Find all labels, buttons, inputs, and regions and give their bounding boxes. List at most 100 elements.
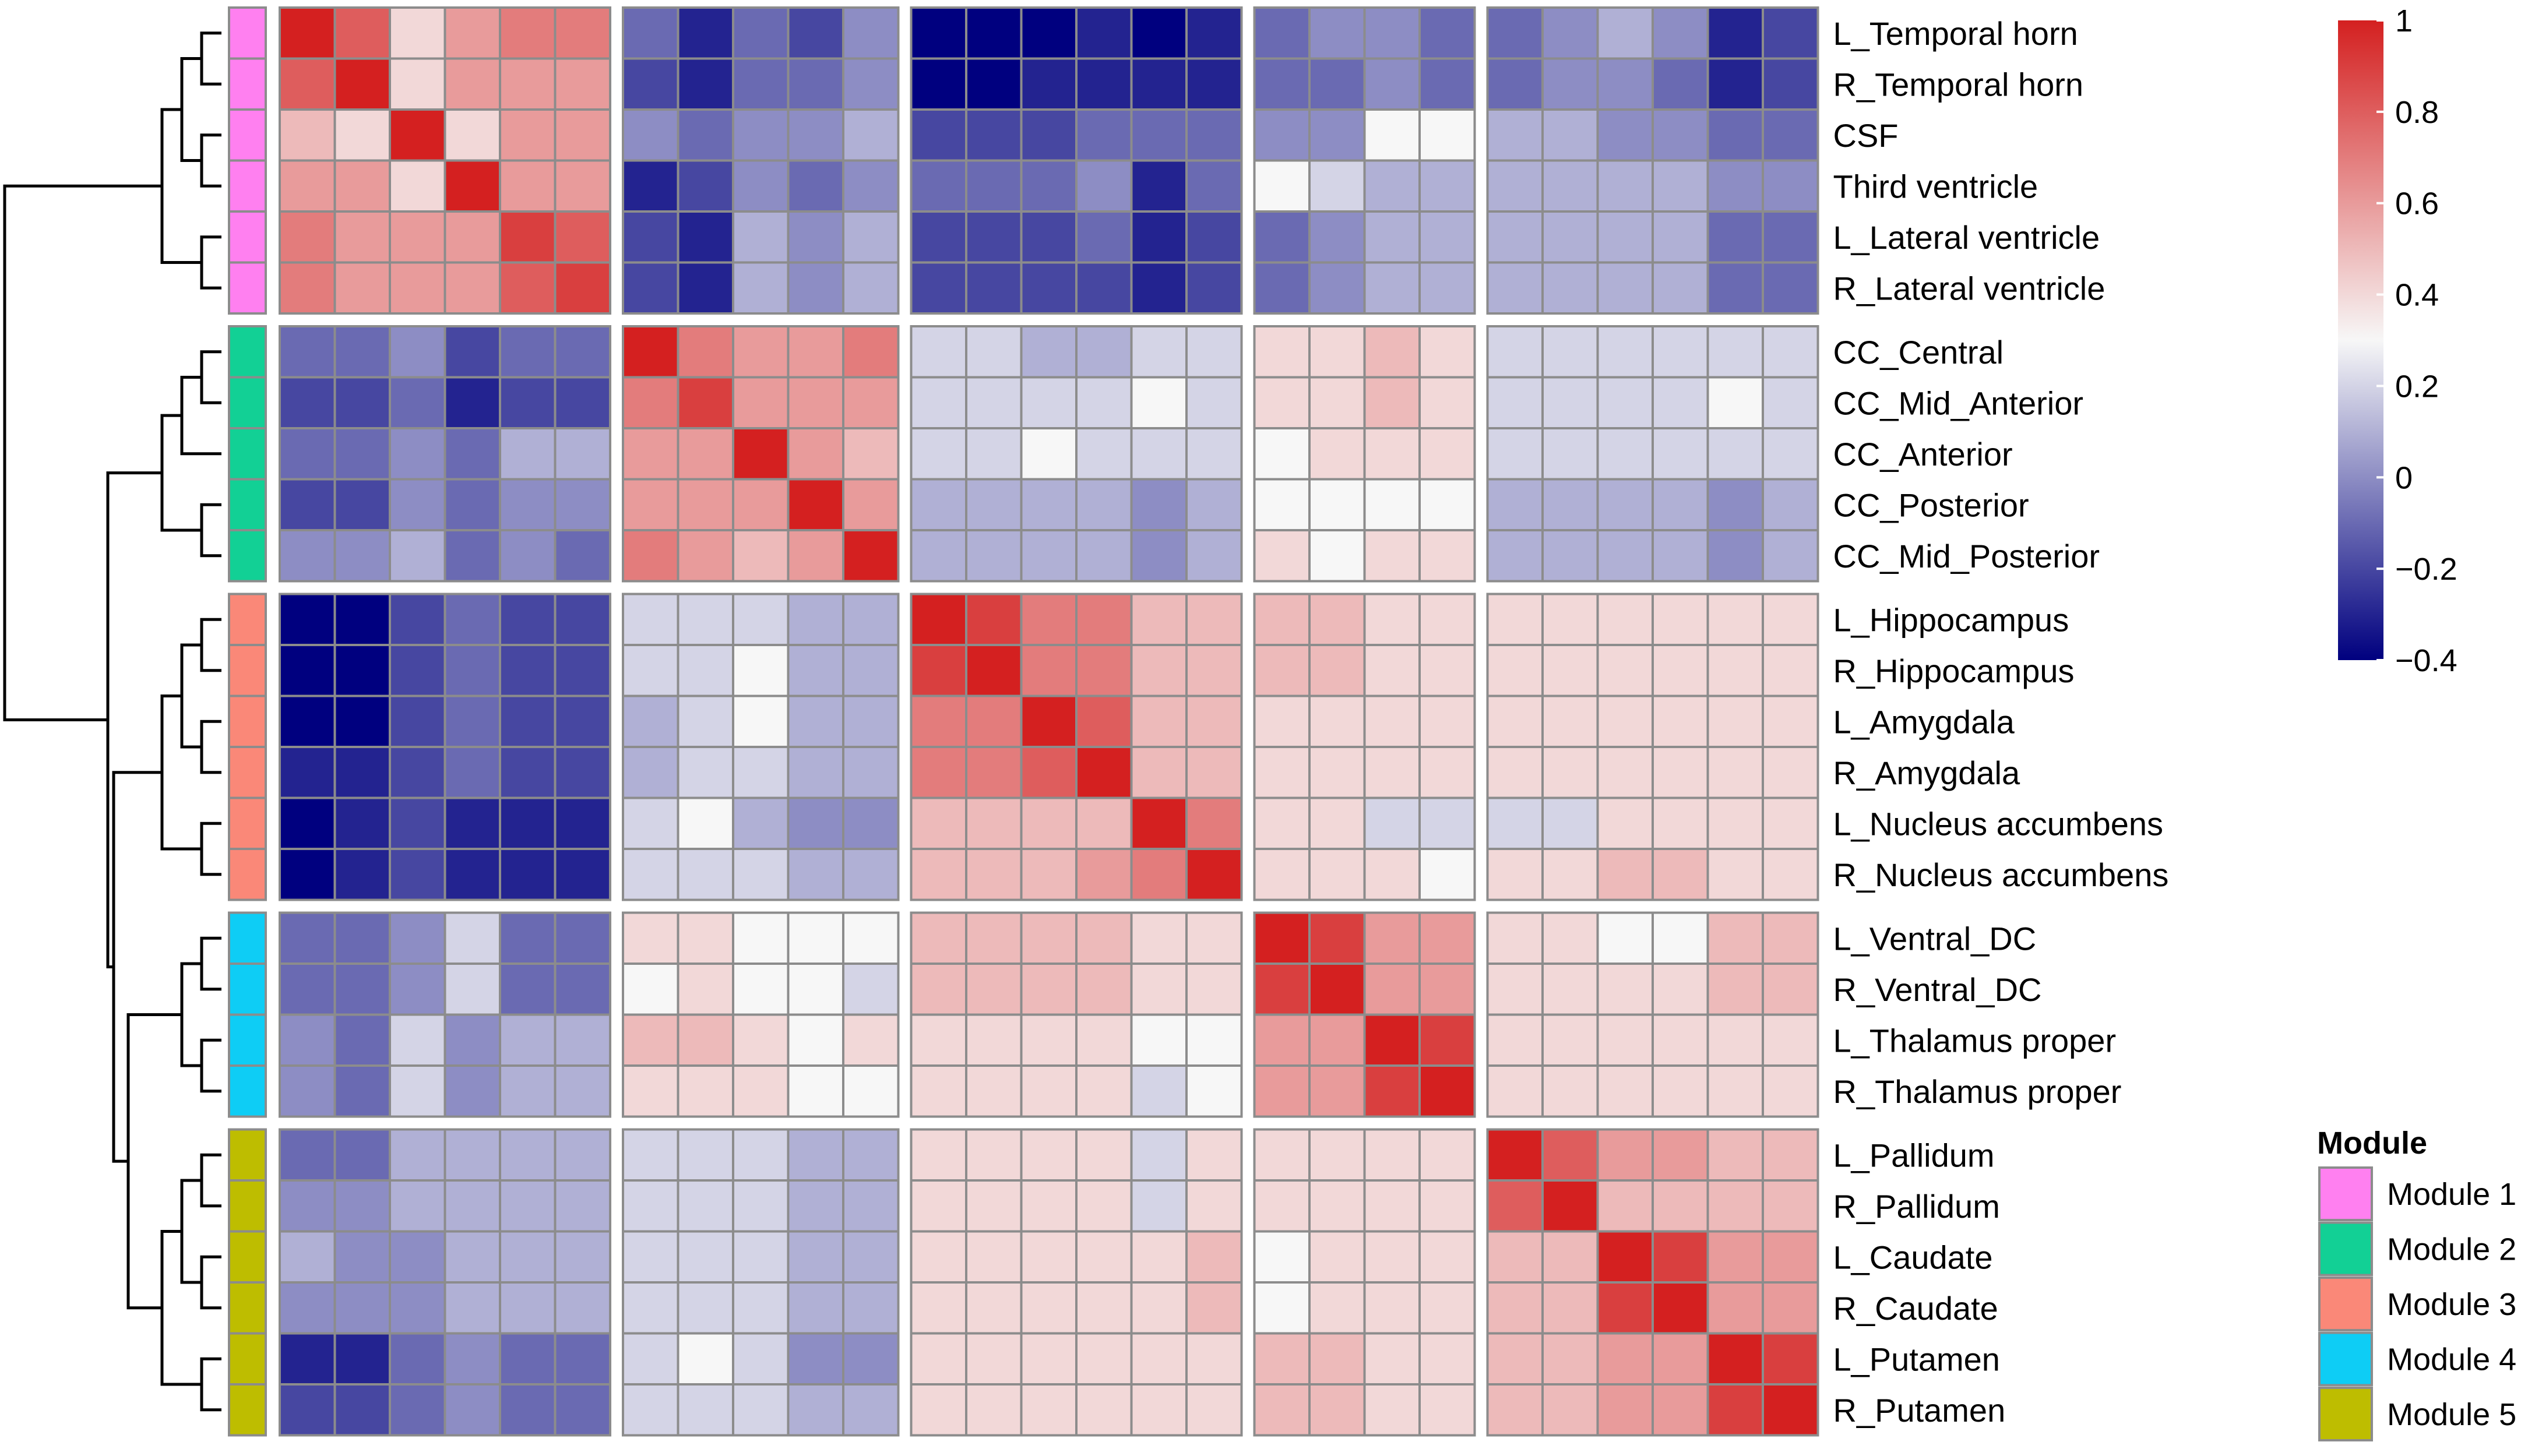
heatmap-cell	[1762, 1332, 1819, 1386]
heatmap-cell	[1363, 848, 1421, 901]
heatmap-cell	[842, 796, 900, 850]
heatmap-cell	[1020, 694, 1078, 748]
heatmap-cell	[965, 911, 1023, 965]
heatmap-cell	[333, 325, 391, 379]
heatmap-cell	[1185, 261, 1243, 315]
heatmap-cell	[1596, 644, 1654, 697]
heatmap-cell	[1185, 848, 1243, 901]
heatmap-cell	[1308, 593, 1366, 646]
heatmap-cell	[1486, 1128, 1544, 1182]
heatmap-cell	[333, 963, 391, 1016]
dendrogram-branch	[126, 1013, 182, 1310]
heatmap-cell	[1541, 325, 1599, 379]
heatmap-cell	[677, 746, 734, 799]
module-bar-cell	[228, 1332, 267, 1386]
heatmap-cell	[1762, 1281, 1819, 1335]
heatmap-cell	[622, 746, 679, 799]
heatmap-cell	[1486, 427, 1544, 481]
heatmap-cell	[1762, 796, 1819, 850]
heatmap-cell	[1130, 963, 1188, 1016]
heatmap-cell	[1253, 911, 1311, 965]
heatmap-cell	[910, 1013, 967, 1067]
heatmap-cell	[1020, 848, 1078, 901]
heatmap-cell	[910, 1281, 967, 1335]
heatmap-cell	[622, 694, 679, 748]
heatmap-cell	[1652, 911, 1709, 965]
heatmap-cell	[1541, 694, 1599, 748]
heatmap-cell	[1075, 6, 1133, 60]
heatmap-cell	[910, 478, 967, 531]
heatmap-cell	[622, 529, 679, 583]
heatmap-cell	[1762, 108, 1819, 162]
heatmap-cell	[279, 1332, 336, 1386]
module-bar-cell	[228, 694, 267, 748]
heatmap-cell	[1541, 210, 1599, 264]
heatmap-cell	[1075, 963, 1133, 1016]
heatmap-cell	[677, 1179, 734, 1233]
heatmap-cell	[554, 1383, 611, 1437]
heatmap-cell	[1185, 159, 1243, 213]
module-bar-cell	[228, 1281, 267, 1335]
heatmap-cell	[443, 1332, 501, 1386]
heatmap-cell	[1020, 210, 1078, 264]
heatmap-cell	[554, 1179, 611, 1233]
heatmap-cell	[333, 694, 391, 748]
heatmap-cell	[1418, 159, 1476, 213]
heatmap-cell	[1185, 427, 1243, 481]
heatmap-cell	[1253, 694, 1311, 748]
heatmap-cell	[1363, 593, 1421, 646]
heatmap-cell	[910, 694, 967, 748]
row-labels: L_Temporal horn R_Temporal horn CSF Third v…	[1833, 15, 2169, 1429]
heatmap-cell	[965, 427, 1023, 481]
heatmap-cell	[499, 746, 557, 799]
heatmap-cell	[1418, 746, 1476, 799]
heatmap-cell	[1185, 1013, 1243, 1067]
heatmap-cell	[389, 261, 446, 315]
heatmap-cell	[787, 644, 844, 697]
heatmap-cell	[279, 694, 336, 748]
heatmap-cell	[1706, 1281, 1764, 1335]
heatmap-cell	[1706, 848, 1764, 901]
heatmap-cell	[1020, 108, 1078, 162]
heatmap-cell	[965, 1230, 1023, 1284]
heatmap-cell	[1075, 108, 1133, 162]
heatmap-cell	[1363, 57, 1421, 111]
heatmap-cell	[1075, 848, 1133, 901]
module-bar-cell	[228, 746, 267, 799]
heatmap-cell	[333, 593, 391, 646]
heatmap-cell	[1185, 210, 1243, 264]
heatmap-cell	[622, 1383, 679, 1437]
heatmap-cell	[389, 159, 446, 213]
heatmap-cell	[499, 6, 557, 60]
heatmap-cell	[1075, 1179, 1133, 1233]
heatmap-cell	[1486, 1281, 1544, 1335]
heatmap-cell	[1363, 210, 1421, 264]
heatmap-cell	[1596, 159, 1654, 213]
heatmap-cell	[1762, 1179, 1819, 1233]
heatmap-cell	[1363, 427, 1421, 481]
heatmap-cell	[1253, 159, 1311, 213]
heatmap-cell	[389, 108, 446, 162]
heatmap-cell	[1185, 1179, 1243, 1233]
heatmap-cell	[1418, 478, 1476, 531]
heatmap-cell	[1363, 1383, 1421, 1437]
heatmap-cell	[1253, 1064, 1311, 1118]
heatmap-cell	[333, 108, 391, 162]
heatmap-cell	[1418, 108, 1476, 162]
heatmap-cell	[1418, 210, 1476, 264]
heatmap-cell	[499, 1281, 557, 1335]
heatmap-cell	[1596, 1281, 1654, 1335]
heatmap-cell	[732, 427, 790, 481]
heatmap-cell	[965, 261, 1023, 315]
heatmap-cell	[1185, 1128, 1243, 1182]
heatmap-cell	[677, 848, 734, 901]
heatmap-cell	[443, 1230, 501, 1284]
heatmap-cell	[499, 478, 557, 531]
heatmap-cell	[1762, 6, 1819, 60]
heatmap-cell	[1652, 1128, 1709, 1182]
heatmap-cell	[1363, 1281, 1421, 1335]
heatmap-cell	[279, 746, 336, 799]
heatmap-cell	[1541, 1230, 1599, 1284]
module-legend-swatch	[2318, 1331, 2373, 1387]
heatmap-cell	[1185, 746, 1243, 799]
